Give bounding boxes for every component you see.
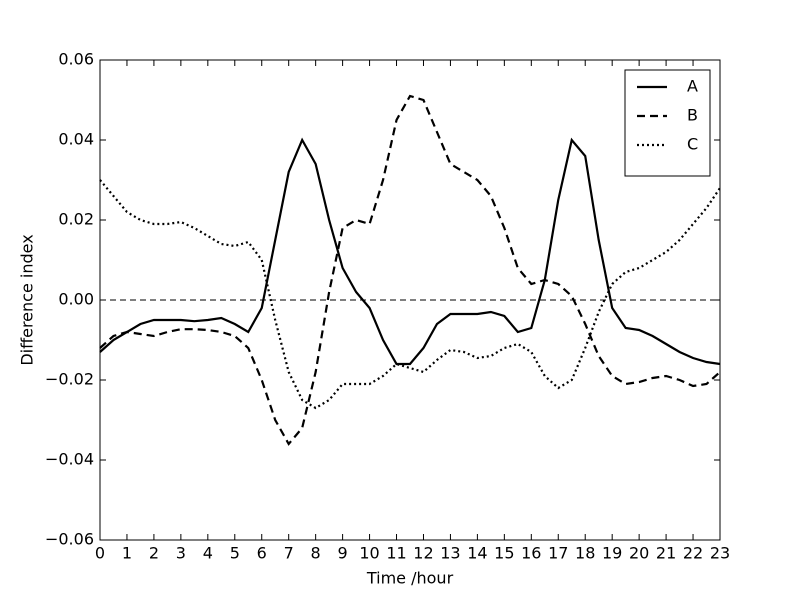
x-tick-label: 21 bbox=[656, 544, 676, 563]
x-tick-label: 13 bbox=[440, 544, 460, 563]
x-tick-label: 23 bbox=[710, 544, 730, 563]
series-line bbox=[99, 137, 721, 366]
series-line bbox=[99, 179, 721, 410]
y-tick-label: −0.06 bbox=[45, 530, 94, 549]
x-tick-label: 22 bbox=[683, 544, 703, 563]
x-tick-label: 1 bbox=[122, 544, 132, 563]
x-tick-label: 8 bbox=[311, 544, 321, 563]
legend-label: B bbox=[687, 106, 698, 125]
x-axis-label: Time /hour bbox=[366, 569, 454, 588]
x-tick-label: 14 bbox=[467, 544, 487, 563]
y-tick-label: 0.02 bbox=[58, 210, 94, 229]
x-tick-label: 3 bbox=[176, 544, 186, 563]
y-tick-label: −0.04 bbox=[45, 450, 94, 469]
y-tick-label: 0.00 bbox=[58, 290, 94, 309]
x-tick-label: 15 bbox=[494, 544, 514, 563]
x-tick-label: 6 bbox=[257, 544, 267, 563]
x-tick-label: 20 bbox=[629, 544, 649, 563]
x-tick-label: 9 bbox=[338, 544, 348, 563]
plot-frame bbox=[99, 59, 721, 541]
x-tick-label: 18 bbox=[575, 544, 595, 563]
y-tick-label: 0.04 bbox=[58, 130, 94, 149]
x-tick-label: 12 bbox=[413, 544, 433, 563]
x-tick-label: 4 bbox=[203, 544, 213, 563]
x-tick-label: 17 bbox=[548, 544, 568, 563]
series-line bbox=[99, 94, 721, 446]
legend-label: C bbox=[687, 135, 698, 154]
x-tick-label: 10 bbox=[359, 544, 379, 563]
y-axis-label: Difference index bbox=[18, 234, 37, 365]
x-tick-label: 7 bbox=[284, 544, 294, 563]
x-tick-label: 16 bbox=[521, 544, 541, 563]
x-tick-label: 19 bbox=[602, 544, 622, 563]
x-tick-label: 2 bbox=[149, 544, 159, 563]
x-tick-label: 11 bbox=[386, 544, 406, 563]
legend-label: A bbox=[687, 77, 698, 96]
y-tick-label: −0.02 bbox=[45, 370, 94, 389]
y-tick-label: 0.06 bbox=[58, 50, 94, 69]
x-tick-label: 5 bbox=[230, 544, 240, 563]
x-tick-label: 0 bbox=[95, 544, 105, 563]
